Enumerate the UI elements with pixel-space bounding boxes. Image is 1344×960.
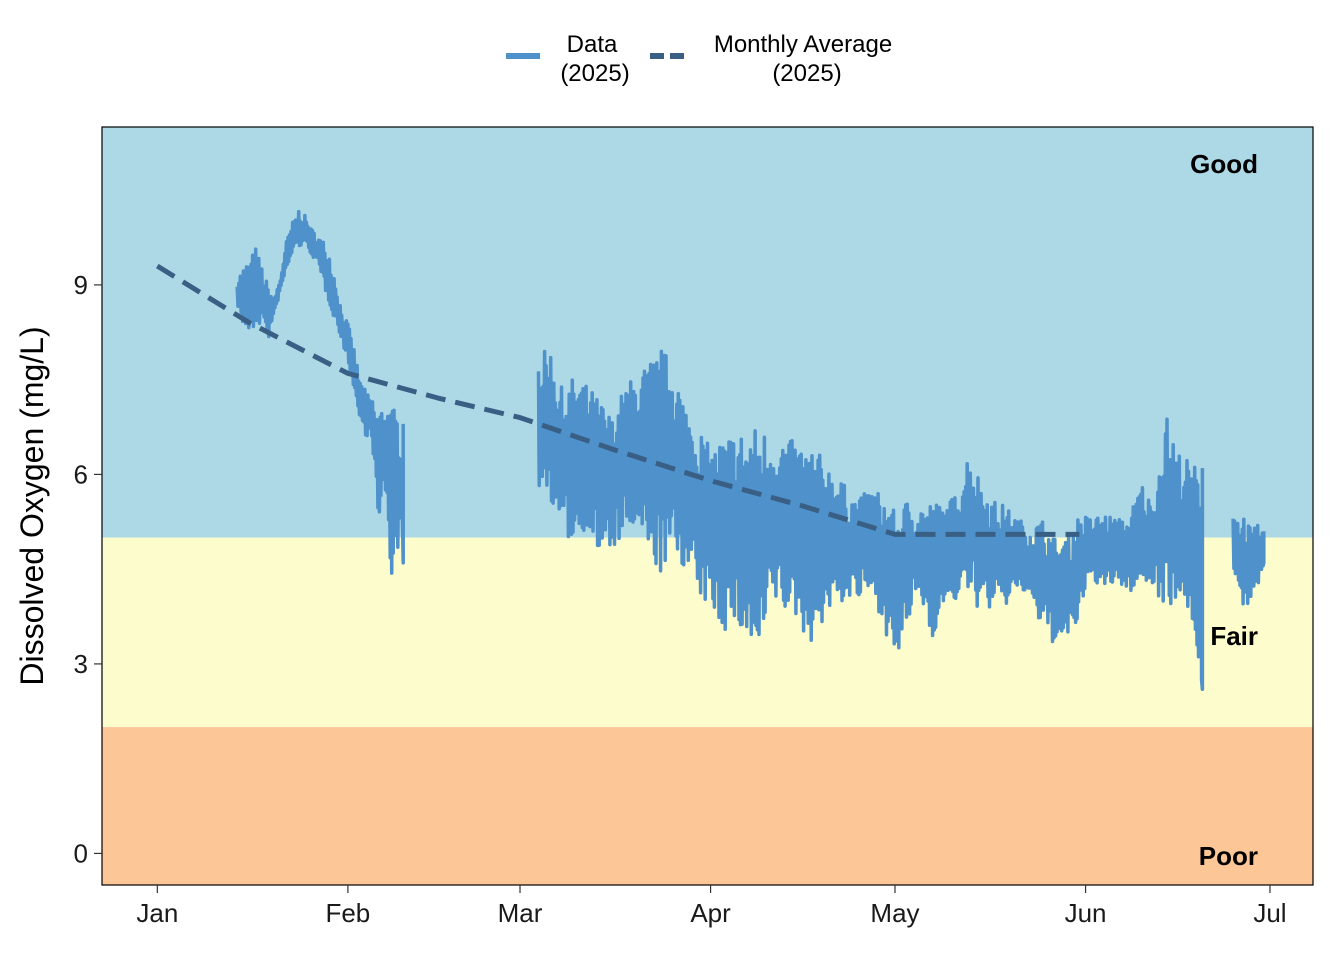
y-axis: 0 3 6 9 [74,270,102,868]
zone-label-poor: Poor [1199,841,1258,871]
data-series [235,209,1266,691]
y-tick-label: 0 [74,838,88,868]
legend-label-monthly-average-line1: Monthly Average [714,31,892,58]
y-tick-label: 6 [74,459,88,489]
legend-label-data-line1: Data [567,31,618,58]
plot-panel: Good Fair Poor [101,126,1314,886]
x-tick-label: May [870,898,919,928]
legend: Data (2025) Monthly Average (2025) [506,31,892,87]
x-tick-label: Mar [498,898,543,928]
x-tick-label: Jul [1253,898,1286,928]
plot-border [101,126,1314,886]
x-axis: Jan Feb Mar Apr May Jun Jul [136,885,1287,928]
data-series-segment [235,209,405,575]
monthly-average-line [155,263,1080,537]
legend-label-monthly-average-line2: (2025) [772,60,841,87]
zone-label-good: Good [1190,149,1258,179]
zone-label-fair: Fair [1210,621,1258,651]
data-series-segment [1231,517,1266,606]
zone-poor [102,727,1313,885]
zone-labels: Good Fair Poor [1190,149,1258,871]
legend-label-data-line2: (2025) [560,60,629,87]
y-axis-title: Dissolved Oxygen (mg/L) [14,326,50,685]
x-tick-label: Jun [1065,898,1107,928]
data-series-segment [536,349,1205,691]
y-tick-label: 3 [74,649,88,679]
x-tick-label: Apr [690,898,731,928]
quality-zones [102,127,1313,885]
y-tick-label: 9 [74,270,88,300]
x-tick-label: Jan [136,898,178,928]
x-tick-label: Feb [325,898,370,928]
